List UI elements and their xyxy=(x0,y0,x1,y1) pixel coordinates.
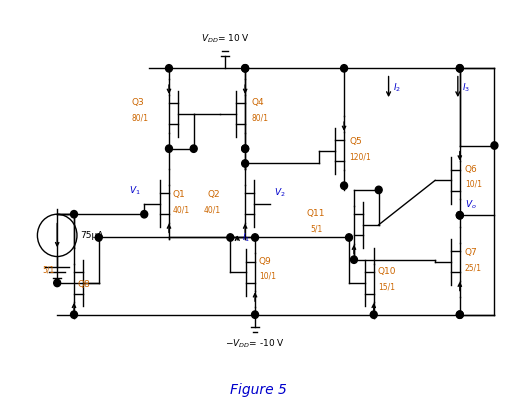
Circle shape xyxy=(241,65,249,72)
Text: 5/1: 5/1 xyxy=(310,224,323,233)
Text: Q9: Q9 xyxy=(259,257,272,266)
Text: Q2: Q2 xyxy=(207,190,220,199)
Circle shape xyxy=(491,142,498,149)
Text: 5/1: 5/1 xyxy=(42,265,55,274)
Text: 10/1: 10/1 xyxy=(465,180,482,189)
Text: 25/1: 25/1 xyxy=(465,263,482,272)
Circle shape xyxy=(375,186,382,194)
Circle shape xyxy=(165,65,173,72)
Text: Q7: Q7 xyxy=(465,249,478,258)
Text: 80/1: 80/1 xyxy=(131,113,148,122)
Text: 40/1: 40/1 xyxy=(173,205,190,214)
Text: 40/1: 40/1 xyxy=(204,205,221,214)
Text: Q8: Q8 xyxy=(78,280,90,289)
Text: Q1: Q1 xyxy=(173,190,186,199)
Circle shape xyxy=(227,234,234,241)
Circle shape xyxy=(370,311,377,318)
Text: Q6: Q6 xyxy=(465,165,478,174)
Text: $V_{DD}$= 10 V: $V_{DD}$= 10 V xyxy=(201,33,250,45)
Circle shape xyxy=(190,145,197,152)
Text: 80/1: 80/1 xyxy=(251,113,268,122)
Text: Q4: Q4 xyxy=(251,98,264,107)
Circle shape xyxy=(141,210,148,218)
Circle shape xyxy=(241,65,249,72)
Circle shape xyxy=(457,65,463,72)
Text: $-V_{DD}$= -10 V: $-V_{DD}$= -10 V xyxy=(225,338,285,351)
Circle shape xyxy=(351,256,357,263)
Text: Q10: Q10 xyxy=(378,268,396,276)
Circle shape xyxy=(241,145,249,152)
Text: 10/1: 10/1 xyxy=(259,272,276,281)
Circle shape xyxy=(457,65,463,72)
Circle shape xyxy=(165,145,173,152)
Circle shape xyxy=(345,234,353,241)
Text: Q3: Q3 xyxy=(131,98,144,107)
Circle shape xyxy=(70,210,78,218)
Circle shape xyxy=(457,212,463,219)
Text: 120/1: 120/1 xyxy=(349,152,371,161)
Text: $V_o$: $V_o$ xyxy=(465,198,477,211)
Circle shape xyxy=(54,279,60,287)
Circle shape xyxy=(241,160,249,167)
Circle shape xyxy=(457,212,463,219)
Circle shape xyxy=(341,182,347,189)
Text: $I_3$: $I_3$ xyxy=(462,81,470,94)
Text: Q5: Q5 xyxy=(349,137,362,146)
Text: $I_1$: $I_1$ xyxy=(242,231,250,244)
Text: $I_2$: $I_2$ xyxy=(392,81,401,94)
Text: $V_2$: $V_2$ xyxy=(274,187,285,199)
Text: 75μA: 75μA xyxy=(80,231,103,240)
Circle shape xyxy=(95,234,102,241)
Circle shape xyxy=(70,311,78,318)
Text: $V_1$: $V_1$ xyxy=(129,185,140,197)
Circle shape xyxy=(457,311,463,318)
Text: Q11: Q11 xyxy=(307,209,325,218)
Text: 15/1: 15/1 xyxy=(378,282,394,291)
Circle shape xyxy=(341,65,347,72)
Circle shape xyxy=(457,311,463,318)
Circle shape xyxy=(252,311,258,318)
Circle shape xyxy=(252,234,258,241)
Circle shape xyxy=(241,145,249,152)
Text: Figure 5: Figure 5 xyxy=(230,384,286,397)
